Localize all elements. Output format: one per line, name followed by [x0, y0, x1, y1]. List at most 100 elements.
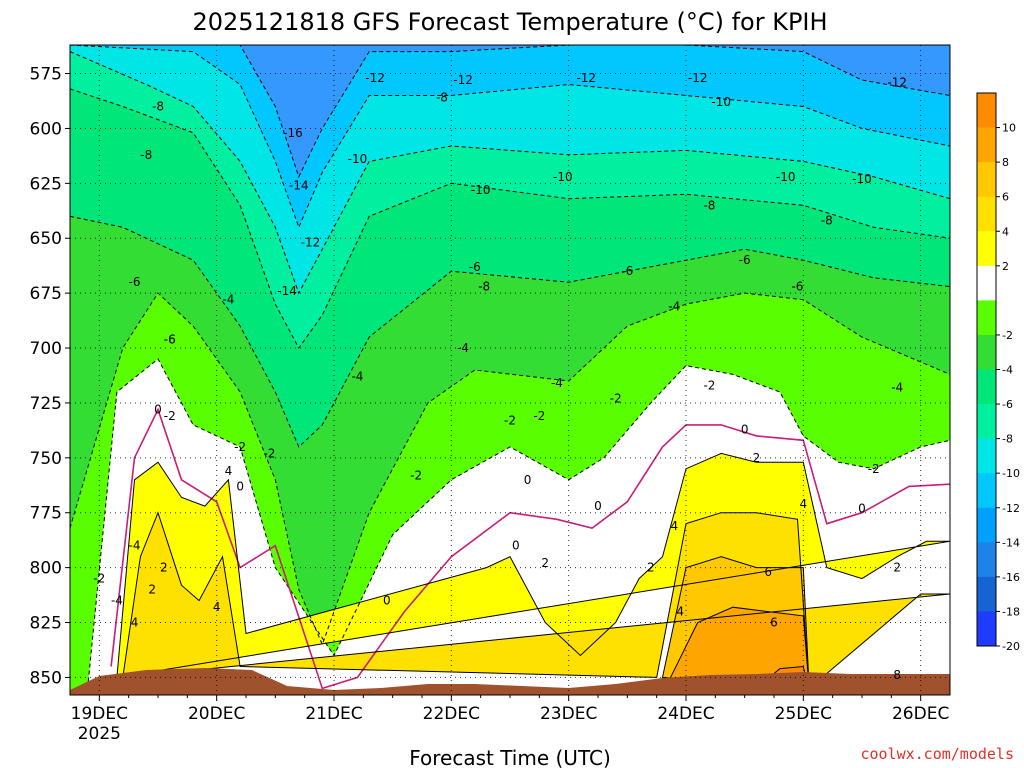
- contour-label: -2: [263, 446, 275, 460]
- x-tick-label-23DEC: 23DEC: [540, 704, 597, 724]
- contour-label: -12: [576, 71, 596, 85]
- chart-title: 2025121818 GFS Forecast Temperature (°C)…: [192, 8, 827, 36]
- x-tick-label-25DEC: 25DEC: [775, 704, 832, 724]
- contour-label: -12: [301, 236, 321, 250]
- contour-label: 4: [800, 497, 808, 511]
- contour-label: 2: [148, 583, 156, 597]
- contour-label: -8: [140, 148, 152, 162]
- y-tick-label-750: 750: [30, 449, 62, 469]
- contour-label: 0: [236, 479, 244, 493]
- contour-label: -4: [891, 381, 903, 395]
- contour-label: 0: [594, 499, 602, 513]
- colorbar-label: -16: [1002, 571, 1020, 584]
- x-tick-label-24DEC: 24DEC: [657, 704, 714, 724]
- contour-label: -2: [93, 572, 105, 586]
- colorbar-label: 4: [1002, 225, 1009, 238]
- contour-label: -6: [469, 260, 481, 274]
- contour-label: 6: [764, 565, 772, 579]
- y-tick-label-625: 625: [30, 174, 62, 194]
- contour-label: 2: [753, 451, 761, 465]
- contour-label: -10: [471, 183, 491, 197]
- contour-label: -4: [222, 293, 234, 307]
- contour-label: 4: [670, 519, 678, 533]
- contour-label: -4: [129, 539, 141, 553]
- contour-label: 2: [541, 556, 549, 570]
- colorbar-label: 2: [1002, 260, 1009, 273]
- contour-label: -2: [868, 462, 880, 476]
- y-tick-label-800: 800: [30, 559, 62, 579]
- colorbar-label: -6: [1002, 398, 1013, 411]
- contour-label: 2: [893, 561, 901, 575]
- x-tick-label-19DEC: 19DEC: [71, 704, 128, 724]
- colorbar-cell-6: [977, 162, 996, 198]
- colorbar-label: 6: [1002, 191, 1009, 204]
- colorbar-label: -2: [1002, 329, 1013, 342]
- contour-label: -4: [457, 341, 469, 355]
- contour-label: -8: [703, 198, 715, 212]
- contour-label: 0: [858, 501, 866, 515]
- colorbar-cell-2: [977, 231, 996, 267]
- y-tick-label-700: 700: [30, 339, 62, 359]
- isotherm-m14: [70, 45, 950, 179]
- contour-label: -6: [164, 332, 176, 346]
- contour-label: -8: [152, 99, 164, 113]
- contour-label: -8: [821, 214, 833, 228]
- colorbar-cell-0: [977, 265, 996, 301]
- isotherm-m12: [70, 45, 950, 229]
- contour-label: -6: [791, 280, 803, 294]
- x-tick-label-22DEC: 22DEC: [423, 704, 480, 724]
- colorbar-cell-m20: [977, 611, 996, 647]
- y-tick-label-650: 650: [30, 229, 62, 249]
- contour-label: -8: [478, 280, 490, 294]
- y-tick-label-850: 850: [30, 668, 62, 688]
- fill-band-8: [668, 607, 810, 689]
- contour-label: -2: [703, 378, 715, 392]
- plot-area: -16 -14 -12 -12 -12 -12 -12 -12 -14 -10 -10 -8 -10 -1…: [69, 44, 951, 696]
- x-axis: 19DEC 20DEC 21DEC 22DEC 23DEC 24DEC 25DEC 26DEC…: [71, 695, 949, 744]
- contour-label: 0: [741, 422, 749, 436]
- x-tick-label-20DEC: 20DEC: [188, 704, 245, 724]
- contour-label: -2: [234, 440, 246, 454]
- contour-label: -10: [348, 152, 368, 166]
- isotherm-0: [110, 407, 950, 690]
- colorbar-label: 10: [1002, 122, 1016, 135]
- x-axis-label: Forecast Time (UTC): [409, 746, 611, 768]
- colorbar: 10 8 6 4 2 -2 -4 -6 -8 -10 -12 -14 -16 -18 -20: [976, 92, 1020, 653]
- contour-label: -14: [277, 284, 297, 298]
- contour-label: -4: [551, 376, 563, 390]
- contour-label: -4: [111, 594, 123, 608]
- fill-band-2: [116, 453, 950, 678]
- contour-label: -2: [164, 409, 176, 423]
- colorbar-cell-m6: [977, 369, 996, 405]
- y-tick-label-600: 600: [30, 119, 62, 139]
- colorbar-cell-m18: [977, 576, 996, 612]
- contour-label: 0: [524, 473, 532, 487]
- contour-label: 0: [383, 594, 391, 608]
- colorbar-cell-4: [977, 196, 996, 232]
- contour-label: -2: [610, 392, 622, 406]
- terrain: [70, 668, 950, 695]
- colorbar-cell-m10: [977, 438, 996, 474]
- contour-label: -6: [164, 332, 176, 346]
- contour-label: -10: [553, 170, 573, 184]
- colorbar-label: -20: [1002, 640, 1020, 653]
- x-year-label: 2025: [78, 724, 121, 744]
- colorbar-cell-m8: [977, 404, 996, 440]
- contour-label: -10: [852, 172, 872, 186]
- contour-label: 4: [225, 464, 233, 478]
- contour-label: 4: [213, 600, 221, 614]
- contour-label: -2: [504, 414, 516, 428]
- colorbar-label: -4: [1002, 364, 1013, 377]
- contour-label: -12: [453, 73, 473, 87]
- y-tick-label-825: 825: [30, 614, 62, 634]
- y-tick-label-575: 575: [30, 65, 62, 85]
- contour-label: 8: [893, 668, 901, 682]
- contour-label: -10: [776, 170, 796, 184]
- isotherm-m2: [87, 358, 950, 689]
- contour-label: -16: [283, 126, 303, 140]
- credit-text: coolwx.com/models: [860, 745, 1014, 763]
- y-tick-label-675: 675: [30, 284, 62, 304]
- contour-label: -6: [739, 253, 751, 267]
- y-tick-label-775: 775: [30, 504, 62, 524]
